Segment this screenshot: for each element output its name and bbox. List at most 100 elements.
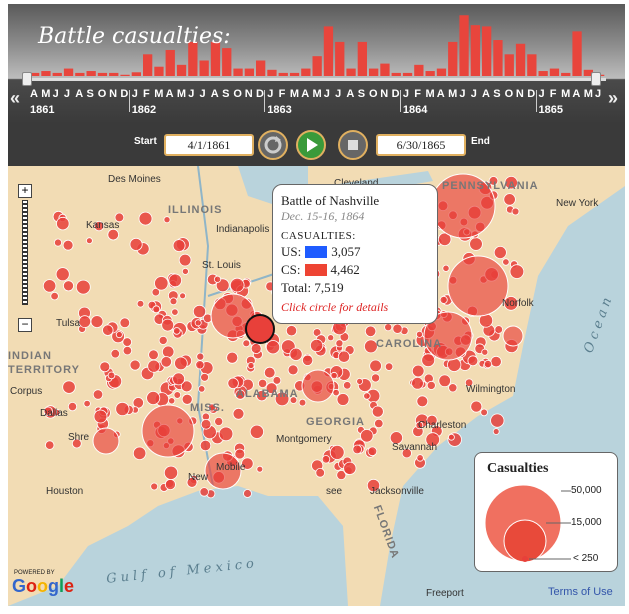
battle-marker[interactable]: [179, 292, 187, 300]
battle-marker[interactable]: [509, 264, 525, 279]
battle-marker[interactable]: [442, 264, 450, 272]
battle-marker[interactable]: [54, 238, 63, 247]
timeline-bar[interactable]: [448, 41, 458, 76]
timeline-next-arrow-icon[interactable]: »: [608, 88, 619, 108]
battle-marker[interactable]: [207, 403, 216, 412]
battle-marker[interactable]: [336, 393, 350, 406]
battle-marker[interactable]: [99, 361, 111, 373]
battle-marker[interactable]: [384, 362, 394, 371]
timeline-bar[interactable]: [527, 54, 537, 76]
timeline-bar[interactable]: [346, 68, 356, 76]
battle-marker[interactable]: [411, 377, 424, 390]
battle-marker[interactable]: [330, 371, 338, 380]
timeline-bar[interactable]: [278, 72, 288, 76]
reset-button[interactable]: [258, 130, 288, 160]
battle-marker[interactable]: [363, 339, 378, 354]
zoom-in-button[interactable]: +: [18, 184, 32, 198]
timeline-bar[interactable]: [357, 41, 367, 76]
battle-marker[interactable]: [62, 239, 74, 251]
battle-marker[interactable]: [181, 267, 189, 275]
battle-marker-large[interactable]: [502, 325, 524, 347]
timeline-bar[interactable]: [549, 68, 560, 76]
timeline-bar[interactable]: [233, 68, 243, 76]
battle-marker[interactable]: [168, 397, 176, 405]
timeline-bar[interactable]: [312, 56, 322, 76]
battle-marker[interactable]: [235, 389, 246, 400]
battle-marker[interactable]: [258, 378, 268, 388]
battle-marker[interactable]: [371, 373, 381, 383]
battle-marker[interactable]: [265, 382, 278, 395]
timeline-bar[interactable]: [459, 15, 469, 77]
battle-marker[interactable]: [163, 465, 179, 480]
timeline-track[interactable]: [26, 78, 606, 81]
battle-marker[interactable]: [389, 431, 403, 445]
battle-marker[interactable]: [421, 353, 436, 368]
timeline-bar[interactable]: [222, 48, 232, 76]
battle-marker[interactable]: [195, 360, 205, 370]
battle-marker[interactable]: [67, 402, 78, 412]
battle-marker[interactable]: [161, 318, 175, 332]
timeline-bar[interactable]: [335, 41, 345, 76]
timeline-bar[interactable]: [176, 64, 187, 76]
battle-marker[interactable]: [75, 279, 91, 295]
battle-marker[interactable]: [129, 359, 141, 371]
battle-marker-large[interactable]: [92, 427, 120, 455]
timeline-bar[interactable]: [86, 71, 96, 76]
battle-marker[interactable]: [426, 414, 438, 426]
timeline-bar[interactable]: [561, 72, 571, 76]
timeline-bar[interactable]: [402, 72, 413, 76]
battle-marker[interactable]: [356, 377, 364, 385]
battle-marker[interactable]: [148, 349, 159, 361]
battle-marker[interactable]: [265, 340, 281, 355]
start-date-input[interactable]: 4/1/1861: [164, 134, 254, 156]
battle-marker-large[interactable]: [204, 452, 242, 490]
battle-marker[interactable]: [194, 319, 202, 327]
battle-marker[interactable]: [172, 372, 186, 386]
battle-marker[interactable]: [502, 258, 510, 266]
battle-marker[interactable]: [213, 275, 222, 283]
battle-marker[interactable]: [178, 253, 192, 267]
battle-marker[interactable]: [272, 376, 282, 385]
battle-marker[interactable]: [511, 207, 520, 216]
battle-marker[interactable]: [62, 380, 76, 394]
timeline-bar[interactable]: [41, 71, 51, 76]
battle-marker[interactable]: [174, 356, 188, 371]
timeline-bar[interactable]: [165, 49, 175, 76]
battle-marker[interactable]: [447, 433, 455, 441]
google-logo[interactable]: Google: [12, 576, 75, 596]
timeline-bar[interactable]: [515, 43, 526, 76]
timeline-bar[interactable]: [504, 54, 514, 76]
battle-marker[interactable]: [192, 304, 207, 319]
battle-marker[interactable]: [256, 389, 268, 402]
battle-marker[interactable]: [343, 381, 352, 390]
timeline-bar[interactable]: [583, 69, 593, 76]
battle-marker[interactable]: [415, 421, 424, 430]
battle-marker[interactable]: [122, 345, 133, 356]
timeline-bar[interactable]: [52, 72, 62, 76]
battle-marker[interactable]: [172, 239, 186, 252]
battle-marker[interactable]: [285, 325, 298, 337]
battle-marker[interactable]: [438, 232, 452, 247]
battle-marker[interactable]: [439, 295, 448, 304]
battle-marker[interactable]: [289, 396, 298, 404]
battle-marker[interactable]: [169, 297, 178, 306]
battle-marker[interactable]: [199, 487, 209, 497]
battle-marker[interactable]: [392, 323, 403, 334]
timeline-bar[interactable]: [482, 26, 492, 76]
timeline-bar[interactable]: [63, 68, 74, 76]
battle-marker[interactable]: [481, 348, 489, 356]
battle-marker[interactable]: [301, 354, 314, 366]
battle-marker[interactable]: [425, 432, 441, 447]
battle-marker[interactable]: [147, 359, 161, 373]
battle-marker[interactable]: [132, 446, 147, 461]
timeline-prev-arrow-icon[interactable]: «: [10, 88, 21, 108]
battle-marker[interactable]: [366, 478, 381, 493]
map-view[interactable]: Des Moines Kansas ILLINOIS Indianapolis …: [8, 166, 625, 606]
battle-marker[interactable]: [309, 338, 324, 353]
battle-marker[interactable]: [467, 355, 479, 367]
battle-marker-large[interactable]: [141, 404, 195, 458]
play-button[interactable]: [296, 130, 326, 160]
battle-marker[interactable]: [164, 478, 176, 490]
battle-marker[interactable]: [136, 299, 145, 308]
battle-marker[interactable]: [448, 383, 458, 393]
